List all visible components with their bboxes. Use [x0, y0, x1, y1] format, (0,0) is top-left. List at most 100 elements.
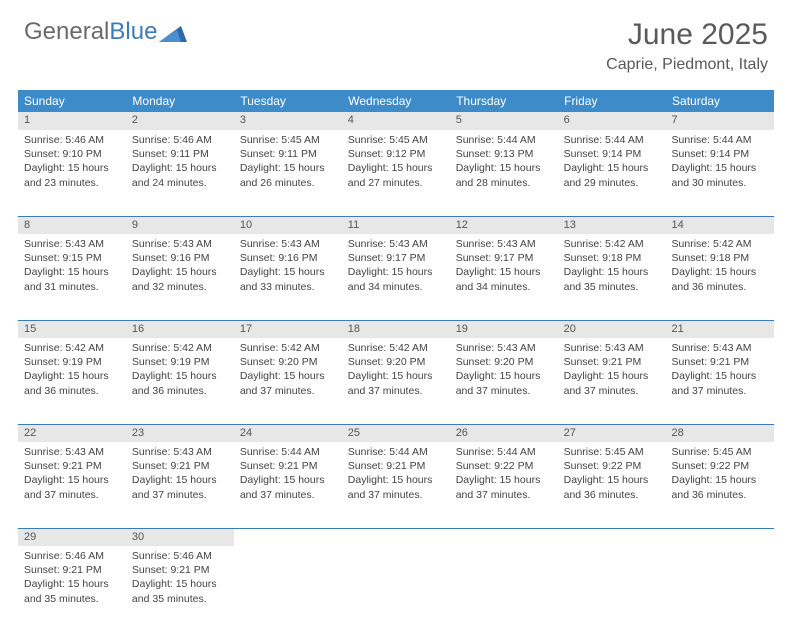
- sunset-line: Sunset: 9:12 PM: [348, 147, 444, 161]
- day-cell: Sunrise: 5:44 AMSunset: 9:14 PMDaylight:…: [666, 130, 774, 216]
- day-details: Sunrise: 5:44 AMSunset: 9:14 PMDaylight:…: [666, 130, 774, 194]
- sunset-line: Sunset: 9:21 PM: [564, 355, 660, 369]
- day-cell: Sunrise: 5:43 AMSunset: 9:21 PMDaylight:…: [18, 442, 126, 528]
- content-row: Sunrise: 5:43 AMSunset: 9:15 PMDaylight:…: [18, 234, 774, 320]
- daylight-line: Daylight: 15 hours and 37 minutes.: [456, 369, 552, 397]
- daylight-line: Daylight: 15 hours and 36 minutes.: [132, 369, 228, 397]
- daylight-line: Daylight: 15 hours and 33 minutes.: [240, 265, 336, 293]
- sunrise-line: Sunrise: 5:44 AM: [240, 445, 336, 459]
- day-header: Saturday: [666, 90, 774, 112]
- day-cell: Sunrise: 5:43 AMSunset: 9:20 PMDaylight:…: [450, 338, 558, 424]
- daylight-line: Daylight: 15 hours and 35 minutes.: [132, 577, 228, 605]
- daylight-line: Daylight: 15 hours and 37 minutes.: [24, 473, 120, 501]
- day-details: Sunrise: 5:46 AMSunset: 9:21 PMDaylight:…: [18, 546, 126, 610]
- day-cell: Sunrise: 5:42 AMSunset: 9:20 PMDaylight:…: [342, 338, 450, 424]
- daynum-row: 1234567: [18, 112, 774, 130]
- day-cell: Sunrise: 5:44 AMSunset: 9:13 PMDaylight:…: [450, 130, 558, 216]
- day-number: 27: [558, 424, 666, 442]
- daylight-line: Daylight: 15 hours and 37 minutes.: [564, 369, 660, 397]
- daynum-row: 2930: [18, 528, 774, 546]
- day-details: Sunrise: 5:42 AMSunset: 9:18 PMDaylight:…: [666, 234, 774, 298]
- day-number: 3: [234, 112, 342, 130]
- day-cell: Sunrise: 5:44 AMSunset: 9:21 PMDaylight:…: [342, 442, 450, 528]
- sunset-line: Sunset: 9:22 PM: [456, 459, 552, 473]
- day-cell: Sunrise: 5:45 AMSunset: 9:22 PMDaylight:…: [666, 442, 774, 528]
- day-cell: [450, 546, 558, 632]
- sunset-line: Sunset: 9:21 PM: [348, 459, 444, 473]
- day-number: 17: [234, 320, 342, 338]
- day-cell: Sunrise: 5:44 AMSunset: 9:21 PMDaylight:…: [234, 442, 342, 528]
- day-cell: Sunrise: 5:42 AMSunset: 9:19 PMDaylight:…: [18, 338, 126, 424]
- day-cell: [342, 546, 450, 632]
- day-details: Sunrise: 5:45 AMSunset: 9:22 PMDaylight:…: [558, 442, 666, 506]
- day-number: 2: [126, 112, 234, 130]
- sunset-line: Sunset: 9:17 PM: [456, 251, 552, 265]
- daylight-line: Daylight: 15 hours and 30 minutes.: [672, 161, 768, 189]
- day-cell: Sunrise: 5:44 AMSunset: 9:14 PMDaylight:…: [558, 130, 666, 216]
- day-details: Sunrise: 5:44 AMSunset: 9:14 PMDaylight:…: [558, 130, 666, 194]
- day-number: [342, 528, 450, 546]
- day-details: Sunrise: 5:43 AMSunset: 9:21 PMDaylight:…: [666, 338, 774, 402]
- sunrise-line: Sunrise: 5:43 AM: [24, 237, 120, 251]
- day-number: 5: [450, 112, 558, 130]
- day-details: Sunrise: 5:44 AMSunset: 9:21 PMDaylight:…: [342, 442, 450, 506]
- day-details: Sunrise: 5:43 AMSunset: 9:17 PMDaylight:…: [342, 234, 450, 298]
- day-header: Monday: [126, 90, 234, 112]
- sunrise-line: Sunrise: 5:44 AM: [348, 445, 444, 459]
- sunset-line: Sunset: 9:18 PM: [672, 251, 768, 265]
- sunrise-line: Sunrise: 5:43 AM: [564, 341, 660, 355]
- sunrise-line: Sunrise: 5:46 AM: [24, 549, 120, 563]
- day-number: 13: [558, 216, 666, 234]
- day-number: 7: [666, 112, 774, 130]
- day-cell: Sunrise: 5:42 AMSunset: 9:20 PMDaylight:…: [234, 338, 342, 424]
- day-number: 21: [666, 320, 774, 338]
- day-cell: Sunrise: 5:46 AMSunset: 9:11 PMDaylight:…: [126, 130, 234, 216]
- sunrise-line: Sunrise: 5:45 AM: [672, 445, 768, 459]
- sunset-line: Sunset: 9:22 PM: [672, 459, 768, 473]
- sunset-line: Sunset: 9:19 PM: [132, 355, 228, 369]
- day-cell: Sunrise: 5:45 AMSunset: 9:11 PMDaylight:…: [234, 130, 342, 216]
- sunrise-line: Sunrise: 5:43 AM: [132, 237, 228, 251]
- daylight-line: Daylight: 15 hours and 37 minutes.: [348, 473, 444, 501]
- day-details: Sunrise: 5:46 AMSunset: 9:10 PMDaylight:…: [18, 130, 126, 194]
- calendar-table: SundayMondayTuesdayWednesdayThursdayFrid…: [18, 90, 774, 632]
- day-cell: Sunrise: 5:42 AMSunset: 9:19 PMDaylight:…: [126, 338, 234, 424]
- daylight-line: Daylight: 15 hours and 36 minutes.: [564, 473, 660, 501]
- title-block: June 2025 Caprie, Piedmont, Italy: [606, 18, 768, 74]
- day-number: 18: [342, 320, 450, 338]
- day-number: 23: [126, 424, 234, 442]
- daylight-line: Daylight: 15 hours and 36 minutes.: [672, 473, 768, 501]
- day-details: Sunrise: 5:45 AMSunset: 9:11 PMDaylight:…: [234, 130, 342, 194]
- daylight-line: Daylight: 15 hours and 37 minutes.: [672, 369, 768, 397]
- day-number: [450, 528, 558, 546]
- day-number: 22: [18, 424, 126, 442]
- sunrise-line: Sunrise: 5:42 AM: [240, 341, 336, 355]
- day-details: Sunrise: 5:45 AMSunset: 9:22 PMDaylight:…: [666, 442, 774, 506]
- day-details: Sunrise: 5:44 AMSunset: 9:21 PMDaylight:…: [234, 442, 342, 506]
- day-number: 29: [18, 528, 126, 546]
- day-cell: Sunrise: 5:42 AMSunset: 9:18 PMDaylight:…: [558, 234, 666, 320]
- day-details: Sunrise: 5:45 AMSunset: 9:12 PMDaylight:…: [342, 130, 450, 194]
- sunset-line: Sunset: 9:20 PM: [240, 355, 336, 369]
- sunset-line: Sunset: 9:21 PM: [132, 563, 228, 577]
- day-cell: Sunrise: 5:45 AMSunset: 9:22 PMDaylight:…: [558, 442, 666, 528]
- day-number: 20: [558, 320, 666, 338]
- day-number: [558, 528, 666, 546]
- day-number: 6: [558, 112, 666, 130]
- day-number: 9: [126, 216, 234, 234]
- daylight-line: Daylight: 15 hours and 23 minutes.: [24, 161, 120, 189]
- sunrise-line: Sunrise: 5:46 AM: [132, 133, 228, 147]
- sunrise-line: Sunrise: 5:45 AM: [348, 133, 444, 147]
- day-header: Tuesday: [234, 90, 342, 112]
- sunrise-line: Sunrise: 5:43 AM: [24, 445, 120, 459]
- daylight-line: Daylight: 15 hours and 27 minutes.: [348, 161, 444, 189]
- sunrise-line: Sunrise: 5:42 AM: [564, 237, 660, 251]
- sunset-line: Sunset: 9:11 PM: [132, 147, 228, 161]
- sunrise-line: Sunrise: 5:43 AM: [672, 341, 768, 355]
- daylight-line: Daylight: 15 hours and 24 minutes.: [132, 161, 228, 189]
- day-number: 24: [234, 424, 342, 442]
- day-details: Sunrise: 5:42 AMSunset: 9:18 PMDaylight:…: [558, 234, 666, 298]
- sunrise-line: Sunrise: 5:44 AM: [456, 133, 552, 147]
- sunset-line: Sunset: 9:21 PM: [672, 355, 768, 369]
- day-header: Friday: [558, 90, 666, 112]
